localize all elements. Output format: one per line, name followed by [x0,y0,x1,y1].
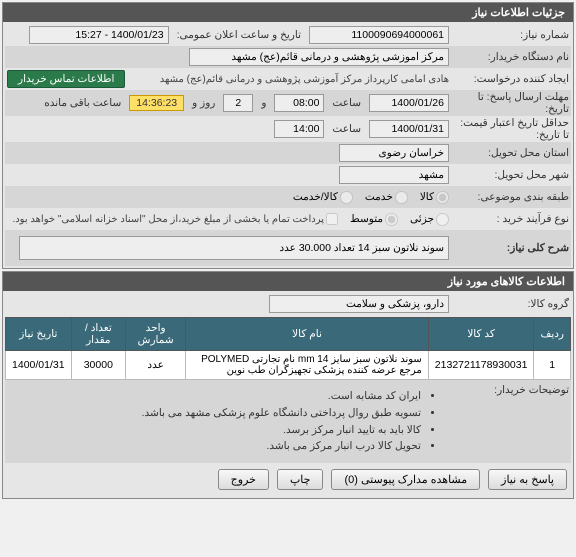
note-item: ایران کد مشابه است. [142,388,421,405]
table-header: کد کالا [428,318,534,351]
radio-mid[interactable]: متوسط [350,213,398,226]
main-panel-title: جزئیات اطلاعات نیاز [3,3,573,22]
main-panel-body: شماره نیاز: تاریخ و ساعت اعلان عمومی: نا… [3,22,573,268]
row-province: استان محل تحویل: [5,142,571,164]
items-panel-body: گروه کالا: ردیفکد کالانام کالاواحد شمارش… [3,291,573,498]
row-process-type: نوع فرآیند خرید : جزئی متوسط پرداخت تمام… [5,208,571,230]
label-city: شهر محل تحویل: [449,169,569,181]
radio-low[interactable]: جزئی [410,213,449,226]
row-notes: توضیحات خریدار: ایران کد مشابه است.تسویه… [5,380,571,463]
buyer-contact-button[interactable]: اطلاعات تماس خریدار [7,70,125,88]
row-requester: ایجاد کننده درخواست: هادی امامی کارپرداز… [5,68,571,90]
field-req-no [309,26,449,44]
back-button[interactable]: خروج [218,469,269,490]
label-province: استان محل تحویل: [449,147,569,159]
label-time-2: ساعت [332,123,361,135]
reply-button[interactable]: پاسخ به نیاز [488,469,567,490]
radio-service[interactable]: خدمت [365,191,408,204]
note-item: تحویل کالا درب انبار مرکز می باشد. [142,438,421,455]
table-header: تعداد / مقدار [71,318,125,351]
table-cell: 1 [534,351,571,380]
table-header: ردیف [534,318,571,351]
table-header: تاریخ نیاز [6,318,72,351]
label-process-type: نوع فرآیند خرید : [449,213,569,225]
table-cell: عدد [126,351,186,380]
label-desc: شرح کلی نیاز: [449,242,569,254]
field-public-date [29,26,169,44]
label-buyer: نام دستگاه خریدار: [449,51,569,63]
field-group [269,295,449,313]
action-buttons: پاسخ به نیاز مشاهده مدارک پیوستی (0) چاپ… [5,463,571,496]
label-and: و [261,97,266,109]
label-subject-type: طبقه بندی موضوعی: [449,191,569,203]
label-deadline: مهلت ارسال پاسخ: تا تاریخ: [449,91,569,115]
radio-good[interactable]: کالا [420,191,449,204]
field-buyer [189,48,449,66]
row-city: شهر محل تحویل: [5,164,571,186]
field-city [339,166,449,184]
items-table: ردیفکد کالانام کالاواحد شمارشتعداد / مقد… [5,317,571,380]
label-remaining: ساعت باقی مانده [44,97,121,109]
field-deadline-time [274,94,324,112]
label-group: گروه کالا: [449,298,569,310]
label-public-date: تاریخ و ساعت اعلان عمومی: [177,29,301,41]
label-validity: حداقل تاریخ اعتبار قیمت: تا تاریخ: [449,117,569,141]
items-panel-title: اطلاعات کالاهای مورد نیاز [3,272,573,291]
table-cell: 1400/01/31 [6,351,72,380]
table-cell: 30000 [71,351,125,380]
label-buyer-notes: توضیحات خریدار: [449,384,569,396]
label-time-1: ساعت [332,97,361,109]
print-button[interactable]: چاپ [277,469,324,490]
field-validity-time [274,120,324,138]
field-requester: هادی امامی کارپرداز مرکز آموزشی پژوهشی و… [160,74,449,85]
row-validity: حداقل تاریخ اعتبار قیمت: تا تاریخ: ساعت [5,116,571,142]
field-province [339,144,449,162]
label-days: روز و [192,97,215,109]
note-item: کالا باید به تایید انبار مرکز برسد. [142,422,421,439]
table-row: 12132721178930031سوند نلاتون سبز سایز mm… [6,351,571,380]
row-buyer: نام دستگاه خریدار: [5,46,571,68]
table-header: واحد شمارش [126,318,186,351]
table-header: نام کالا [186,318,429,351]
field-deadline-date [369,94,449,112]
row-desc: شرح کلی نیاز: [5,230,571,266]
note-item: تسویه طبق روال پرداختی دانشگاه علوم پزشک… [142,405,421,422]
row-req-no: شماره نیاز: تاریخ و ساعت اعلان عمومی: [5,24,571,46]
field-validity-date [369,120,449,138]
row-group: گروه کالا: [5,293,571,315]
field-days-left [223,94,253,112]
row-deadline: مهلت ارسال پاسخ: تا تاریخ: ساعت و روز و … [5,90,571,116]
label-requester: ایجاد کننده درخواست: [449,73,569,85]
check-partial-pay[interactable]: پرداخت تمام یا بخشی از مبلغ خرید،از محل … [12,213,338,225]
main-panel: جزئیات اطلاعات نیاز شماره نیاز: تاریخ و … [2,2,574,269]
table-cell: سوند نلاتون سبز سایز mm 14 نام تجارتی PO… [186,351,429,380]
radio-good-service[interactable]: کالا/خدمت [293,191,353,204]
field-desc [19,236,449,260]
countdown-timer: 14:36:23 [129,95,184,111]
items-panel: اطلاعات کالاهای مورد نیاز گروه کالا: ردی… [2,271,574,499]
row-subject-type: طبقه بندی موضوعی: کالا خدمت کالا/خدمت [5,186,571,208]
label-req-no: شماره نیاز: [449,29,569,41]
buyer-notes-list: ایران کد مشابه است.تسویه طبق روال پرداخت… [138,384,449,459]
table-cell: 2132721178930031 [428,351,534,380]
attachments-button[interactable]: مشاهده مدارک پیوستی (0) [331,469,480,490]
